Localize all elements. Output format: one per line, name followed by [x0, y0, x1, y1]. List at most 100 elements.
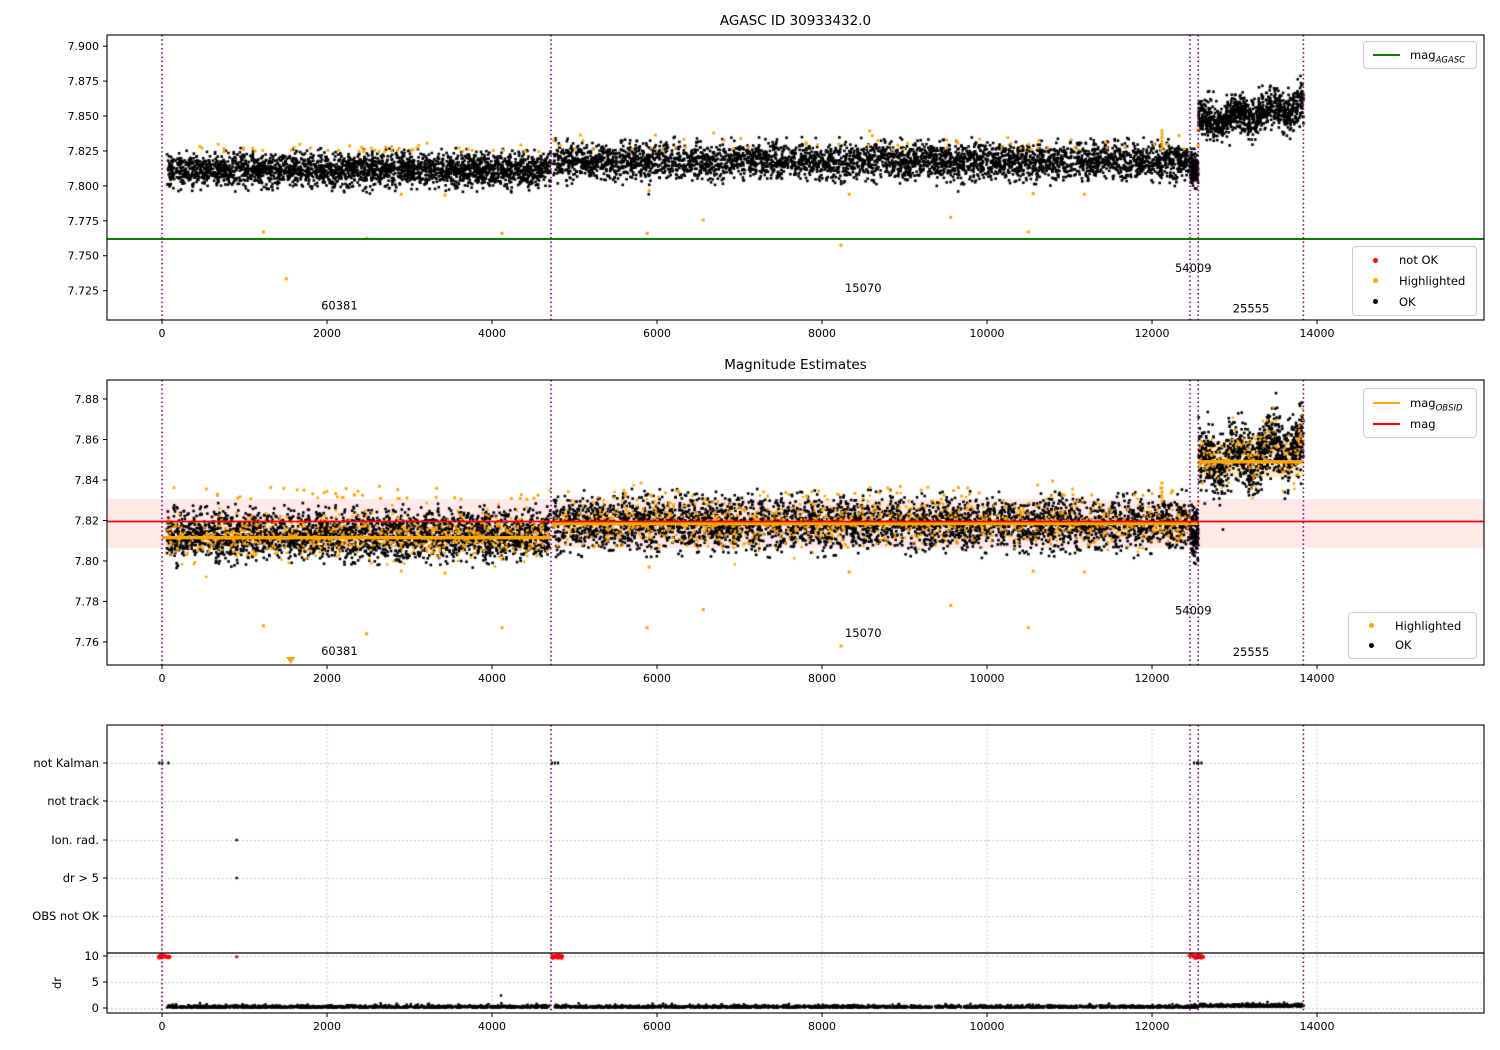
x-tick-label-p3: 14000	[1300, 1020, 1335, 1033]
x-tick-label-p2: 2000	[313, 672, 341, 685]
annotation-obsid-15070: 15070	[845, 281, 882, 295]
clip-triangle-marker	[286, 657, 296, 664]
legend-dot-swatch	[1369, 623, 1374, 629]
x-tick-label-p3: 10000	[970, 1020, 1005, 1033]
flag-category-label: not Kalman	[33, 756, 99, 770]
x-tick-label-p1: 2000	[313, 327, 341, 340]
y-tick-label-p2: 7.88	[75, 393, 100, 406]
legend-label: OK	[1399, 294, 1416, 309]
x-tick-label-p1: 0	[159, 327, 166, 340]
plot1-title: AGASC ID 30933432.0	[719, 13, 872, 29]
legend-line-swatch	[1373, 54, 1400, 56]
annotation-obsid-54009: 54009	[1175, 604, 1212, 618]
legend-dot-swatch-wrap	[1358, 623, 1385, 629]
legend-label: Highlighted	[1395, 618, 1462, 633]
legend-item: Highlighted	[1362, 274, 1467, 288]
dr-tick-label: 0	[92, 1001, 99, 1015]
annotation-obsid-25555: 25555	[1233, 301, 1270, 315]
dr-tick-label: 10	[84, 949, 99, 963]
legend-dot-swatch	[1373, 278, 1378, 284]
x-tick-label-p1: 12000	[1135, 327, 1170, 340]
y-tick-label-p1: 7.875	[68, 75, 100, 88]
legend-dot-swatch	[1369, 642, 1374, 648]
legend-dot-swatch-wrap	[1362, 299, 1389, 305]
legend-item: not OK	[1362, 253, 1467, 267]
legend-label-base: mag	[1410, 48, 1436, 62]
legend-dot-swatch-wrap	[1362, 278, 1389, 284]
legend-label: magOBSID	[1410, 395, 1463, 413]
x-tick-label-p2: 4000	[478, 672, 506, 685]
legend-dot-swatch-wrap	[1362, 257, 1389, 263]
x-tick-label-p3: 12000	[1135, 1020, 1170, 1033]
x-tick-label-p3: 4000	[478, 1020, 506, 1033]
legend-p2-1: magOBSID mag	[1363, 388, 1477, 438]
annotation-obsid-15070: 15070	[845, 626, 882, 640]
legend-label-subscript: AGASC	[1435, 55, 1466, 66]
legend-item: magAGASC	[1373, 48, 1467, 66]
legend-label: magAGASC	[1410, 48, 1466, 66]
legend-item: OK	[1358, 638, 1467, 652]
y-tick-label-p2: 7.86	[75, 434, 100, 447]
y-tick-label-p1: 7.900	[68, 40, 100, 53]
axes-spines-p2	[106, 379, 1485, 666]
x-tick-label-p2: 0	[159, 672, 166, 685]
x-tick-label-p3: 6000	[643, 1020, 671, 1033]
x-tick-label-p3: 2000	[313, 1020, 341, 1033]
legend-label-base: mag	[1410, 395, 1436, 410]
y-tick-label-p2: 7.80	[75, 555, 100, 568]
legend-p1-2: not OK Highlighted OK	[1352, 246, 1477, 316]
axes-spines-p1	[106, 34, 1485, 321]
legend-label: Highlighted	[1399, 273, 1466, 288]
legend-label: mag	[1410, 416, 1436, 431]
x-tick-label-p2: 10000	[970, 672, 1005, 685]
x-tick-label-p2: 12000	[1135, 672, 1170, 685]
x-tick-label-p3: 0	[159, 1020, 166, 1033]
legend-dot-swatch	[1373, 257, 1378, 263]
x-tick-label-p3: 8000	[808, 1020, 836, 1033]
legend-line-swatch	[1373, 422, 1400, 425]
y-tick-label-p1: 7.775	[68, 215, 100, 228]
legend-item: Highlighted	[1358, 619, 1467, 633]
y-tick-label-p1: 7.825	[68, 145, 100, 158]
annotation-obsid-60381: 60381	[321, 298, 358, 312]
legend-p2-2: Highlighted OK	[1348, 612, 1477, 659]
y-tick-label-p1: 7.800	[68, 180, 100, 193]
y-tick-label-p1: 7.850	[68, 110, 100, 123]
legend-dot-swatch-wrap	[1358, 642, 1385, 648]
axes-spines-p3	[106, 724, 1485, 1014]
annotation-obsid-54009: 54009	[1175, 261, 1212, 275]
legend-item: OK	[1362, 295, 1467, 309]
y-tick-label-p2: 7.78	[75, 595, 100, 608]
x-tick-label-p1: 10000	[970, 327, 1005, 340]
legend-line-swatch	[1373, 401, 1400, 404]
x-tick-label-p1: 14000	[1300, 327, 1335, 340]
y-tick-label-p2: 7.82	[75, 514, 100, 527]
x-tick-label-p1: 4000	[478, 327, 506, 340]
flag-category-label: OBS not OK	[32, 909, 99, 923]
x-tick-label-p1: 6000	[643, 327, 671, 340]
flag-category-label: dr > 5	[63, 871, 99, 885]
annotation-obsid-25555: 25555	[1233, 645, 1270, 659]
legend-p1-1: magAGASC	[1363, 41, 1477, 69]
y-tick-label-p2: 7.76	[75, 636, 100, 649]
x-tick-label-p2: 14000	[1300, 672, 1335, 685]
y-tick-label-p2: 7.84	[75, 474, 100, 487]
dr-tick-label: 5	[92, 975, 99, 989]
flag-category-label: not track	[47, 794, 99, 808]
x-tick-label-p2: 6000	[643, 672, 671, 685]
legend-label: not OK	[1399, 253, 1439, 268]
y-tick-label-p1: 7.725	[68, 285, 100, 298]
legend-label: OK	[1395, 638, 1412, 653]
flag-category-label: Ion. rad.	[51, 833, 99, 847]
annotation-obsid-60381: 60381	[321, 644, 358, 658]
x-tick-label-p1: 8000	[808, 327, 836, 340]
legend-label-subscript: OBSID	[1435, 402, 1463, 413]
plot2-title: Magnitude Estimates	[724, 357, 867, 373]
y-tick-label-p1: 7.750	[68, 250, 100, 263]
legend-item: magOBSID	[1373, 395, 1467, 413]
dr-axis-label: dr	[50, 977, 64, 989]
legend-item: mag	[1373, 417, 1467, 431]
x-tick-label-p2: 8000	[808, 672, 836, 685]
